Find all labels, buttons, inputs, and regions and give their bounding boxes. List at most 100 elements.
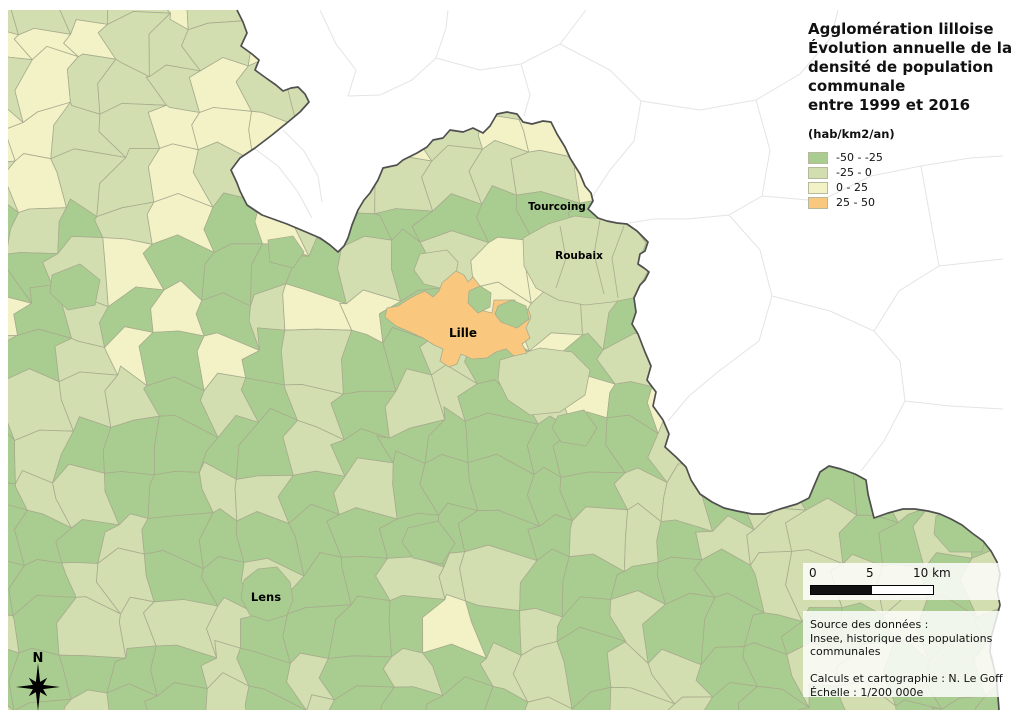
commune-cell bbox=[467, 10, 539, 80]
commune-cell bbox=[418, 13, 482, 70]
commune-cell bbox=[986, 275, 1000, 352]
commune-cell bbox=[479, 685, 529, 710]
commune-cell bbox=[507, 10, 571, 38]
commune-cell bbox=[693, 284, 767, 349]
commune-cell bbox=[610, 10, 670, 35]
commune-cell bbox=[336, 55, 399, 123]
commune-cell bbox=[204, 672, 251, 710]
legend-swatch-yellow bbox=[808, 181, 828, 194]
commune-cell bbox=[1014, 244, 1024, 304]
commune-cell bbox=[930, 251, 992, 301]
commune-cell bbox=[1010, 653, 1024, 704]
commune-cell bbox=[878, 336, 953, 396]
commune-cell bbox=[1016, 4, 1024, 63]
commune-cell bbox=[875, 161, 955, 212]
commune-cell bbox=[664, 13, 707, 81]
commune-cell bbox=[286, 154, 356, 214]
title-line: communale bbox=[808, 77, 906, 95]
commune-cell bbox=[693, 13, 751, 80]
commune-cell bbox=[561, 14, 631, 78]
legend-label: -50 - -25 bbox=[836, 150, 883, 164]
commune-cell bbox=[741, 240, 808, 304]
commune-cell bbox=[694, 418, 764, 485]
commune-cell bbox=[690, 244, 762, 304]
source-box: Source des données : Insee, historique d… bbox=[803, 611, 1003, 699]
commune-cell bbox=[571, 686, 617, 710]
commune-cell bbox=[603, 61, 672, 117]
commune-cell bbox=[989, 147, 1000, 213]
source-line: Échelle : 1/200 000e bbox=[810, 685, 924, 699]
north-arrow: N bbox=[8, 640, 68, 715]
roubaix-internal-borders bbox=[555, 219, 625, 299]
map-title: Agglomération lilloise Évolution annuell… bbox=[808, 20, 1013, 115]
commune-cell bbox=[830, 338, 888, 397]
commune-cell bbox=[747, 282, 808, 349]
commune-cell bbox=[971, 199, 1000, 263]
commune-cell bbox=[943, 281, 1000, 352]
commune-cell bbox=[144, 682, 216, 710]
source-line: Insee, historique des populations bbox=[810, 631, 993, 645]
commune-cell bbox=[694, 382, 764, 428]
commune-cell bbox=[757, 330, 803, 387]
commune-cell bbox=[420, 676, 494, 710]
commune-cell bbox=[518, 61, 575, 122]
source-line: communales bbox=[810, 645, 881, 658]
commune-cell bbox=[1016, 611, 1024, 664]
commune-cell bbox=[737, 10, 814, 37]
commune-cell bbox=[986, 331, 1000, 397]
commune-cell bbox=[248, 110, 309, 162]
commune-cell bbox=[852, 460, 899, 524]
commune-cell bbox=[895, 699, 951, 710]
commune-cell bbox=[279, 10, 334, 32]
commune-cell bbox=[885, 249, 945, 301]
commune-cell bbox=[789, 229, 862, 297]
commune-cell bbox=[783, 205, 851, 242]
commune-cell bbox=[931, 695, 987, 710]
title-line: entre 1999 et 2016 bbox=[808, 96, 971, 114]
commune-cell bbox=[466, 10, 516, 21]
commune-green-mid bbox=[267, 235, 305, 269]
legend-unit-label: (hab/km2/an) bbox=[808, 127, 895, 141]
commune-cell bbox=[324, 685, 396, 710]
commune-cell bbox=[334, 112, 389, 174]
commune-cell bbox=[835, 374, 891, 433]
commune-cell bbox=[880, 382, 933, 435]
legend-swatch-green bbox=[808, 151, 828, 164]
commune-cell bbox=[741, 28, 816, 75]
map-label-lille: Lille bbox=[449, 326, 477, 340]
map-label-roubaix: Roubaix bbox=[555, 250, 603, 262]
map-label-lens: Lens bbox=[251, 590, 281, 604]
commune-cell bbox=[929, 335, 1000, 389]
source-line bbox=[810, 659, 1003, 673]
commune-cell bbox=[972, 249, 1000, 294]
commune-cell bbox=[697, 59, 752, 111]
commune-cell bbox=[739, 102, 814, 170]
scale-tick-5: 5 bbox=[866, 566, 874, 580]
commune-cell bbox=[698, 325, 767, 387]
commune-cell bbox=[609, 686, 676, 710]
commune-cell bbox=[654, 284, 709, 339]
commune-cell bbox=[555, 64, 630, 123]
commune-cell bbox=[247, 14, 284, 70]
commune-cell bbox=[372, 686, 444, 710]
map-label-tourcoing: Tourcoing bbox=[528, 201, 586, 213]
commune-cell bbox=[929, 152, 999, 213]
commune-cell bbox=[371, 102, 433, 162]
commune-cell bbox=[420, 54, 482, 123]
north-arrow-icon: N bbox=[16, 651, 60, 711]
commune-cell bbox=[664, 10, 715, 34]
commune-green-south bbox=[401, 520, 456, 565]
commune-cell bbox=[888, 205, 955, 261]
commune-cell bbox=[701, 682, 759, 710]
legend-row: 25 - 50 bbox=[808, 195, 883, 210]
commune-cell bbox=[236, 647, 307, 710]
commune-cell bbox=[650, 195, 709, 246]
commune-cell bbox=[785, 281, 862, 352]
legend-row: -50 - -25 bbox=[808, 150, 883, 165]
source-line: Source des données : bbox=[810, 618, 929, 631]
commune-cell bbox=[296, 107, 347, 173]
commune-cell bbox=[617, 13, 672, 78]
legend-label: -25 - 0 bbox=[836, 165, 872, 179]
commune-cell bbox=[651, 322, 707, 388]
